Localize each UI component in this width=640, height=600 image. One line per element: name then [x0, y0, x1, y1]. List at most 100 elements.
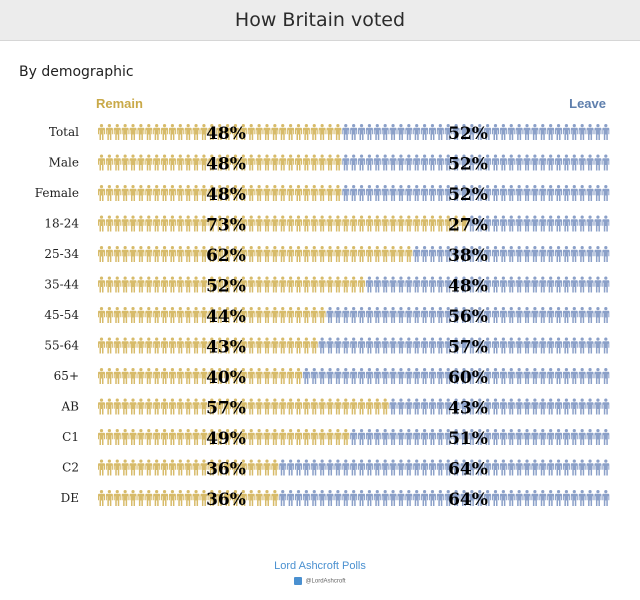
remain-person-icon: [192, 459, 200, 476]
leave-person-icon: [594, 459, 602, 476]
remain-person-icon: [271, 185, 279, 201]
leave-person-icon: [373, 154, 381, 171]
remain-person-icon: [310, 398, 318, 415]
leave-person-icon: [602, 490, 610, 506]
leave-person-icon: [318, 490, 326, 506]
remain-person-icon: [153, 398, 161, 415]
remain-person-icon: [105, 246, 113, 262]
remain-person-icon: [129, 368, 137, 384]
leave-person-icon: [594, 337, 602, 354]
footer-handle: @LordAshcroft: [0, 577, 640, 585]
remain-person-icon: [295, 429, 302, 445]
remain-person-icon: [287, 307, 295, 323]
remain-person-icon: [145, 276, 153, 293]
remain-person-icon: [129, 429, 137, 445]
leave-person-icon: [381, 154, 389, 171]
leave-person-icon: [547, 368, 555, 384]
leave-person-icon: [578, 124, 586, 140]
legend-leave: Leave: [569, 96, 606, 111]
remain-person-icon: [397, 215, 405, 232]
remain-person-icon: [192, 398, 200, 415]
leave-person-icon: [578, 154, 586, 171]
chart-row: C1 49% 51%: [62, 429, 610, 449]
remain-person-icon: [137, 154, 145, 171]
remain-person-icon: [184, 337, 192, 354]
remain-person-icon: [365, 215, 373, 232]
remain-person-icon: [145, 154, 153, 171]
leave-person-icon: [547, 185, 555, 201]
remain-person-icon: [113, 337, 121, 354]
leave-person-icon: [539, 490, 547, 506]
leave-person-icon: [547, 276, 555, 293]
remain-person-icon: [271, 459, 279, 476]
leave-person-icon: [295, 459, 302, 476]
remain-person-icon: [184, 429, 192, 445]
remain-person-icon: [247, 429, 255, 445]
leave-person-icon: [365, 307, 373, 323]
remain-person-icon: [342, 246, 350, 262]
remain-person-icon: [168, 337, 176, 354]
leave-person-icon: [413, 276, 421, 293]
leave-person-icon: [381, 429, 389, 445]
remain-person-icon: [279, 185, 287, 201]
leave-person-icon: [381, 307, 389, 323]
leave-person-icon: [492, 459, 499, 476]
remain-person-icon: [326, 185, 334, 201]
leave-person-icon: [405, 429, 413, 445]
remain-person-icon: [255, 398, 263, 415]
remain-person-icon: [318, 124, 326, 140]
leave-person-icon: [586, 246, 594, 262]
leave-person-icon: [492, 215, 499, 232]
leave-person-icon: [523, 154, 531, 171]
remain-person-icon: [161, 490, 169, 506]
leave-person-icon: [547, 490, 555, 506]
leave-person-icon: [531, 337, 539, 354]
remain-data-label: 52%: [206, 277, 246, 297]
leave-person-icon: [578, 307, 586, 323]
remain-data-label: 57%: [206, 399, 246, 419]
category-label: 65+: [54, 369, 79, 383]
leave-person-icon: [350, 459, 358, 476]
leave-person-icon: [397, 185, 405, 201]
leave-person-icon: [578, 398, 586, 415]
remain-person-icon: [129, 154, 137, 171]
leave-person-icon: [413, 459, 421, 476]
category-label: DE: [61, 491, 79, 505]
remain-person-icon: [302, 185, 310, 201]
remain-person-icon: [287, 246, 295, 262]
leave-person-icon: [326, 490, 334, 506]
remain-person-icon: [176, 276, 184, 293]
leave-person-icon: [547, 215, 555, 232]
remain-data-label: 73%: [206, 216, 246, 236]
remain-person-icon: [326, 154, 334, 171]
remain-person-icon: [326, 276, 334, 293]
remain-person-icon: [184, 246, 192, 262]
leave-person-icon: [547, 154, 555, 171]
remain-person-icon: [255, 459, 263, 476]
leave-person-icon: [492, 307, 499, 323]
remain-person-icon: [436, 215, 444, 232]
remain-data-label: 36%: [206, 460, 246, 480]
remain-person-icon: [145, 185, 153, 201]
leave-person-icon: [523, 490, 531, 506]
remain-person-icon: [334, 154, 342, 171]
remain-person-icon: [358, 398, 366, 415]
leave-person-icon: [381, 276, 389, 293]
leave-person-icon: [397, 490, 405, 506]
remain-person-icon: [129, 124, 137, 140]
remain-person-icon: [263, 124, 271, 140]
leave-person-icon: [492, 276, 499, 293]
leave-person-icon: [413, 490, 421, 506]
remain-person-icon: [121, 246, 129, 262]
leave-person-icon: [397, 398, 405, 415]
remain-person-icon: [98, 490, 105, 506]
leave-person-icon: [562, 337, 570, 354]
leave-person-icon: [389, 490, 397, 506]
remain-person-icon: [263, 185, 271, 201]
leave-person-icon: [531, 154, 539, 171]
leave-person-icon: [515, 307, 523, 323]
leave-person-icon: [397, 368, 405, 384]
remain-person-icon: [113, 276, 121, 293]
remain-person-icon: [98, 459, 105, 476]
remain-person-icon: [137, 490, 145, 506]
